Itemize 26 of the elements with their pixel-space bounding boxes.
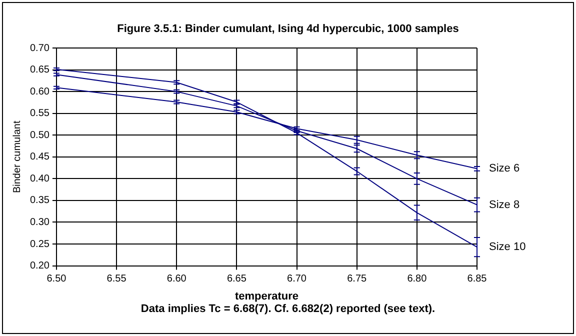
- y-tick-label: 0.70: [30, 42, 50, 54]
- x-tick-label: 6.75: [347, 274, 368, 285]
- y-tick-label: 0.65: [30, 64, 50, 76]
- text: Data implies Tc = 6.68(7). Cf. 6.682(2) reported (see text).: [140, 303, 436, 315]
- x-tick-label: 6.70: [287, 274, 307, 285]
- chart-title: Figure 3.5.1: Binder cumulant, Ising 4d hypercubic, 1000 samples: [116, 23, 460, 35]
- x-axis-title: temperature: [234, 290, 299, 302]
- y-tick-label: 0.30: [30, 216, 50, 228]
- y-axis-title: Binder cumulant: [12, 120, 23, 194]
- series-label: Size 6: [489, 162, 520, 175]
- y-tick-label: 0.20: [30, 260, 50, 272]
- x-tick-label: 6.50: [46, 274, 67, 285]
- x-tick-label: 6.65: [226, 274, 247, 285]
- y-tick-label: 0.45: [30, 152, 50, 163]
- series-label: Size 10: [489, 241, 526, 254]
- series-label: Size 8: [489, 198, 520, 211]
- x-tick-label: 6.55: [106, 274, 127, 285]
- y-tick-label: 0.25: [30, 238, 50, 250]
- y-tick-label: 0.40: [30, 173, 50, 184]
- y-tick-label: 0.60: [30, 86, 50, 98]
- x-tick-label: 6.85: [467, 274, 488, 285]
- y-tick-label: 0.35: [30, 195, 50, 206]
- y-tick-label: 0.50: [30, 130, 50, 141]
- y-tick-label: 0.55: [30, 108, 50, 120]
- x-tick-label: 6.60: [166, 274, 187, 285]
- x-tick-label: 6.80: [407, 274, 428, 285]
